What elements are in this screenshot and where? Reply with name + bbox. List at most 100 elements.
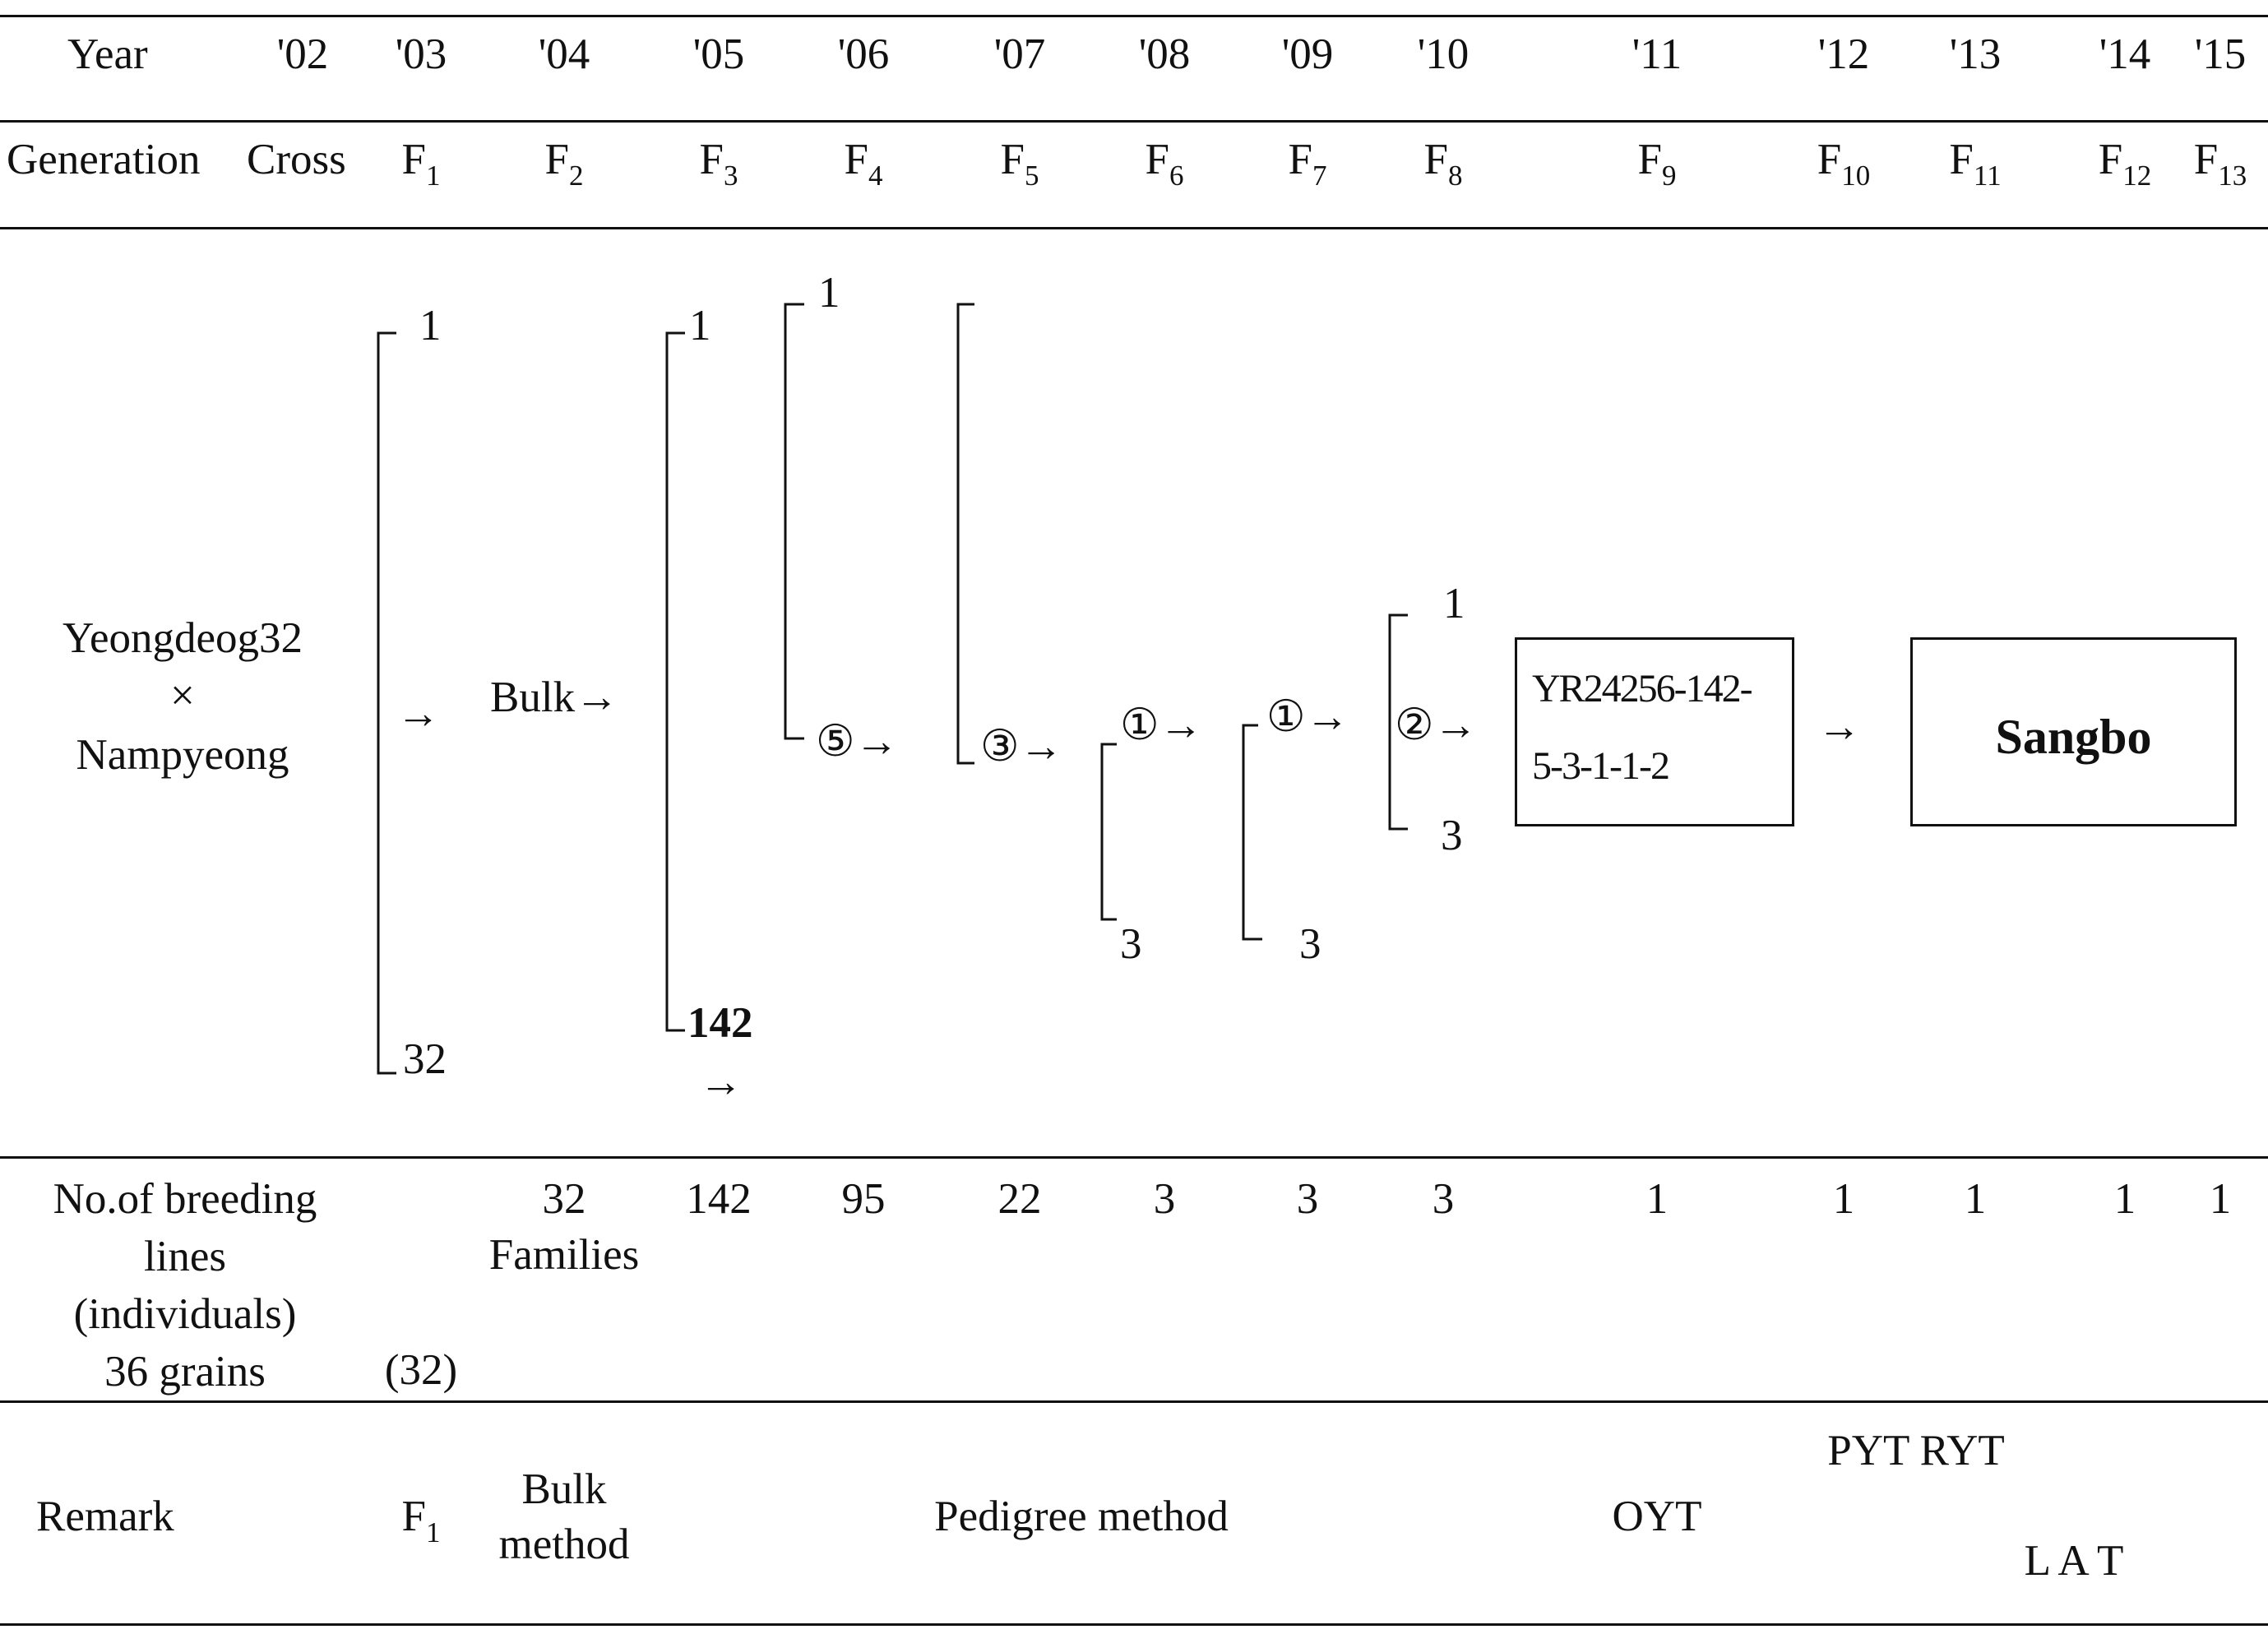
generation-column-label: F11: [1949, 136, 2001, 191]
breeding-line-count: 95: [841, 1175, 886, 1223]
generation-subscript: 4: [868, 160, 883, 192]
generation-letter: F: [1949, 136, 1974, 183]
f3-bracket: [665, 331, 685, 1032]
header-divider-rule: [0, 120, 2268, 123]
generation-subscript: 9: [1661, 160, 1677, 192]
generation-subscript: 7: [1312, 160, 1327, 192]
f8-bracket-bottom-label: 3: [1441, 812, 1463, 859]
breeding-lines-label-line-4: 36 grains: [104, 1348, 266, 1396]
f8-bracket: [1388, 613, 1408, 831]
generation-column-label: F6: [1145, 136, 1184, 191]
remark-f1: F1: [401, 1493, 441, 1548]
generation-subscript: 5: [1024, 160, 1039, 192]
final-variety-name: Sangbo: [1995, 710, 2152, 764]
breeding-line-count: 1: [1645, 1175, 1669, 1223]
year-column-label: '04: [538, 30, 590, 78]
generation-letter: F: [544, 136, 569, 183]
f7-selected-line: ①→: [1266, 693, 1349, 741]
top-rule: [0, 15, 2268, 17]
generation-header-label: Generation: [7, 136, 201, 183]
generation-column-label: F12: [2098, 136, 2151, 191]
generation-letter: F: [1145, 136, 1169, 183]
generation-letter: F: [1288, 136, 1312, 183]
generation-subscript: 12: [2122, 160, 2152, 192]
breeding-lines-label-line-3: (individuals): [73, 1290, 297, 1338]
generation-column-label: F7: [1288, 136, 1327, 191]
f6-bracket: [1100, 743, 1117, 921]
breeding-lines-label-line-2: lines: [143, 1233, 227, 1280]
f6-bracket-bottom-label: 3: [1120, 920, 1142, 968]
f7-bracket: [1242, 724, 1262, 941]
generation-column-label: F10: [1817, 136, 1870, 191]
diagram-bottom-rule: [0, 1156, 2268, 1159]
year-column-label: '14: [2099, 30, 2151, 78]
f4-bracket-top-label: 1: [818, 269, 840, 317]
f2-count: 32: [542, 1175, 586, 1223]
year-column-label: '07: [993, 30, 1046, 78]
generation-subscript: 13: [2218, 160, 2247, 192]
f4-selected-line: ⑤→: [816, 718, 899, 766]
f2-count-unit: Families: [488, 1231, 640, 1279]
generation-letter: F: [2098, 136, 2123, 183]
year-column-label: '13: [1949, 30, 2002, 78]
year-column-label: '02: [276, 30, 329, 78]
generation-letter: F: [401, 136, 426, 183]
breeding-line-count: 3: [1432, 1175, 1455, 1223]
counts-bottom-rule: [0, 1400, 2268, 1403]
remark-oyt: OYT: [1612, 1493, 1702, 1540]
bottom-rule: [0, 1623, 2268, 1626]
generation-column-label: F13: [2194, 138, 2247, 191]
breeding-line-count: 142: [686, 1175, 752, 1223]
year-column-label: '12: [1817, 30, 1870, 78]
f7-bracket-bottom-label: 3: [1299, 920, 1321, 968]
f6-selected-line: ①→: [1120, 701, 1203, 749]
year-column-label: '10: [1417, 30, 1470, 78]
generation-letter: F: [1817, 136, 1842, 183]
generation-column-label: F4: [844, 136, 883, 191]
year-header-label: Year: [67, 30, 148, 78]
generation-subscript: 1: [425, 160, 441, 192]
f3-arrow: →: [699, 1058, 743, 1106]
final-variety-box: Sangbo: [1910, 637, 2237, 826]
cross-symbol: ×: [170, 672, 195, 720]
remark-bulk-method-line-2: method: [498, 1521, 630, 1568]
breeding-line-count: 3: [1153, 1175, 1176, 1223]
generation-subscript: 8: [1447, 160, 1463, 192]
remark-label: Remark: [36, 1493, 174, 1540]
cross-parent-2: Nampyeong: [76, 731, 289, 779]
f5-selected-line: ③→: [980, 723, 1063, 771]
f3-bracket-top-label: 1: [689, 302, 711, 349]
generation-letter: F: [1000, 136, 1025, 183]
f8-bracket-top-label: 1: [1443, 580, 1465, 627]
line-code-part-2: 5-3-1-1-2: [1532, 744, 1670, 788]
breeding-line-count: 1: [2209, 1175, 2232, 1223]
f1-count: (32): [384, 1346, 458, 1394]
year-column-label: '15: [2194, 30, 2247, 78]
f1-bracket-top-label: 1: [419, 302, 442, 349]
line-code-box: YR24256-142- 5-3-1-1-2: [1515, 637, 1794, 826]
remark-bulk-method-line-1: Bulk: [521, 1465, 607, 1513]
breeding-line-count: 1: [1964, 1175, 1987, 1223]
year-column-label: '03: [395, 30, 447, 78]
breeding-line-count: 1: [2113, 1175, 2136, 1223]
f1-bracket: [377, 331, 396, 1075]
f4-bracket: [784, 303, 804, 740]
f8-selected-line: ②→: [1395, 701, 1478, 749]
remark-f1-subscript: 1: [425, 1516, 441, 1548]
line-code-part-1: YR24256-142-: [1532, 667, 1753, 711]
generation-letter: F: [1423, 136, 1448, 183]
generation-column-label: F2: [544, 136, 584, 191]
remark-lat: L A T: [2024, 1537, 2124, 1585]
f3-bracket-bottom-label: 142: [687, 999, 753, 1047]
generation-letter: F: [699, 136, 724, 183]
cross-parent-1: Yeongdeog32: [62, 614, 303, 662]
generation-column-label: F8: [1423, 136, 1463, 191]
breeding-lines-label: No.of breeding lines (individuals) 36 gr…: [25, 1170, 345, 1400]
generation-column-label: F1: [401, 136, 441, 191]
generation-letter: F: [844, 136, 868, 183]
remark-pedigree-method: Pedigree method: [934, 1493, 1229, 1540]
generation-column-label: F9: [1638, 138, 1677, 191]
remark-f1-letter: F: [401, 1493, 426, 1540]
